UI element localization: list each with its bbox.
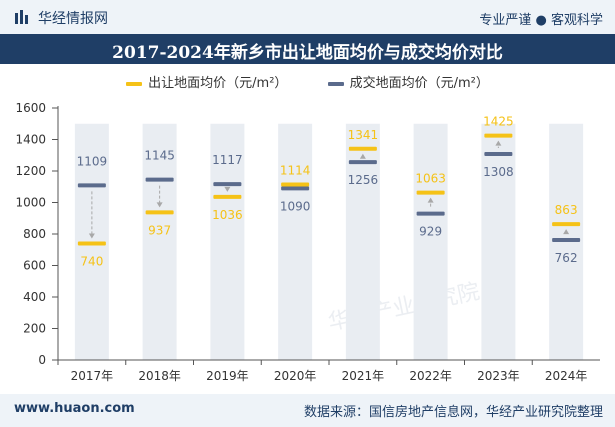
x-tick-label: 2022年 — [409, 369, 452, 383]
deal-value-label: 1109 — [77, 154, 108, 168]
y-tick-label: 800 — [23, 227, 46, 241]
connector-arrow — [563, 229, 570, 235]
deal-value-label: 1117 — [212, 153, 243, 167]
deal-value-label: 929 — [419, 225, 442, 239]
deal-value-label: 1145 — [144, 149, 175, 163]
deal-value-label: 1256 — [348, 173, 379, 187]
y-tick-label: 1400 — [15, 133, 46, 147]
brand-name: 华经情报网 — [38, 11, 108, 27]
connector-arrow — [88, 233, 95, 239]
supply-price-mark — [213, 194, 242, 199]
supply-price-mark — [416, 190, 445, 195]
category-column — [278, 123, 313, 360]
footer-website: www.huaon.com — [14, 401, 135, 416]
supply-price-mark — [145, 210, 174, 215]
legend-swatch-deal — [327, 81, 344, 86]
supply-price-mark — [281, 182, 310, 187]
supply-value-label: 1036 — [212, 208, 243, 222]
logo-icon — [15, 10, 28, 24]
category-column — [481, 123, 516, 360]
deal-value-label: 762 — [555, 251, 578, 265]
supply-price-mark — [552, 222, 581, 227]
chart-title: 2017-2024年新乡市出让地面均价与成交均价对比 — [112, 43, 503, 63]
y-tick-label: 600 — [23, 259, 46, 273]
category-column — [210, 123, 245, 360]
supply-value-label: 740 — [80, 254, 103, 268]
supply-value-label: 937 — [148, 223, 171, 237]
supply-value-label: 1425 — [483, 115, 514, 129]
deal-price-mark — [552, 237, 581, 242]
x-tick-label: 2017年 — [71, 369, 114, 383]
y-tick-label: 1200 — [15, 164, 46, 178]
deal-price-mark — [416, 211, 445, 216]
supply-value-label: 1341 — [348, 128, 379, 142]
top-bar — [0, 0, 615, 34]
deal-price-mark — [213, 182, 242, 187]
category-column — [413, 123, 448, 360]
category-column — [345, 123, 380, 360]
deal-price-mark — [348, 160, 377, 165]
deal-price-mark — [145, 177, 174, 182]
y-tick-label: 0 — [38, 353, 46, 367]
deal-price-mark — [484, 151, 513, 156]
supply-price-mark — [484, 133, 513, 138]
deal-value-label: 1308 — [483, 165, 514, 179]
y-tick-label: 1000 — [15, 196, 46, 210]
connector-arrow — [427, 197, 434, 203]
supply-price-mark — [348, 146, 377, 151]
legend-item-deal: 成交地面均价（元/m²） — [327, 72, 489, 91]
chart-legend: 出让地面均价（元/m²） 成交地面均价（元/m²） — [0, 72, 615, 91]
x-tick-label: 2021年 — [342, 369, 385, 383]
supply-value-label: 863 — [555, 203, 578, 217]
connector-arrow — [495, 140, 502, 146]
x-tick-label: 2019年 — [206, 369, 249, 383]
y-tick-label: 400 — [23, 290, 46, 304]
title-bar — [0, 34, 615, 64]
x-tick-label: 2023年 — [477, 369, 520, 383]
deal-value-label: 1090 — [280, 199, 311, 213]
x-tick-label: 2020年 — [274, 369, 317, 383]
legend-label-deal: 成交地面均价（元/m²） — [349, 76, 489, 91]
x-tick-label: 2018年 — [138, 369, 181, 383]
deal-price-mark — [77, 183, 106, 188]
supply-value-label: 1114 — [280, 164, 311, 178]
legend-label-supply: 出让地面均价（元/m²） — [148, 76, 288, 91]
y-tick-label: 200 — [23, 322, 46, 336]
connector-arrow — [156, 202, 163, 208]
footer-bar — [0, 394, 615, 427]
supply-value-label: 1063 — [415, 172, 446, 186]
tagline: 专业严谨 ● 客观科学 — [479, 13, 603, 28]
x-tick-label: 2024年 — [545, 369, 588, 383]
connector-arrow — [224, 186, 231, 192]
category-column — [142, 123, 177, 360]
legend-swatch-supply — [126, 81, 143, 86]
y-tick-label: 1600 — [15, 101, 46, 115]
deal-price-mark — [281, 186, 310, 191]
supply-price-mark — [77, 241, 106, 246]
connector-arrow — [359, 153, 366, 159]
footer-source: 数据来源：国信房地产信息网，华经产业研究院整理 — [303, 405, 603, 420]
legend-item-supply: 出让地面均价（元/m²） — [126, 72, 287, 91]
